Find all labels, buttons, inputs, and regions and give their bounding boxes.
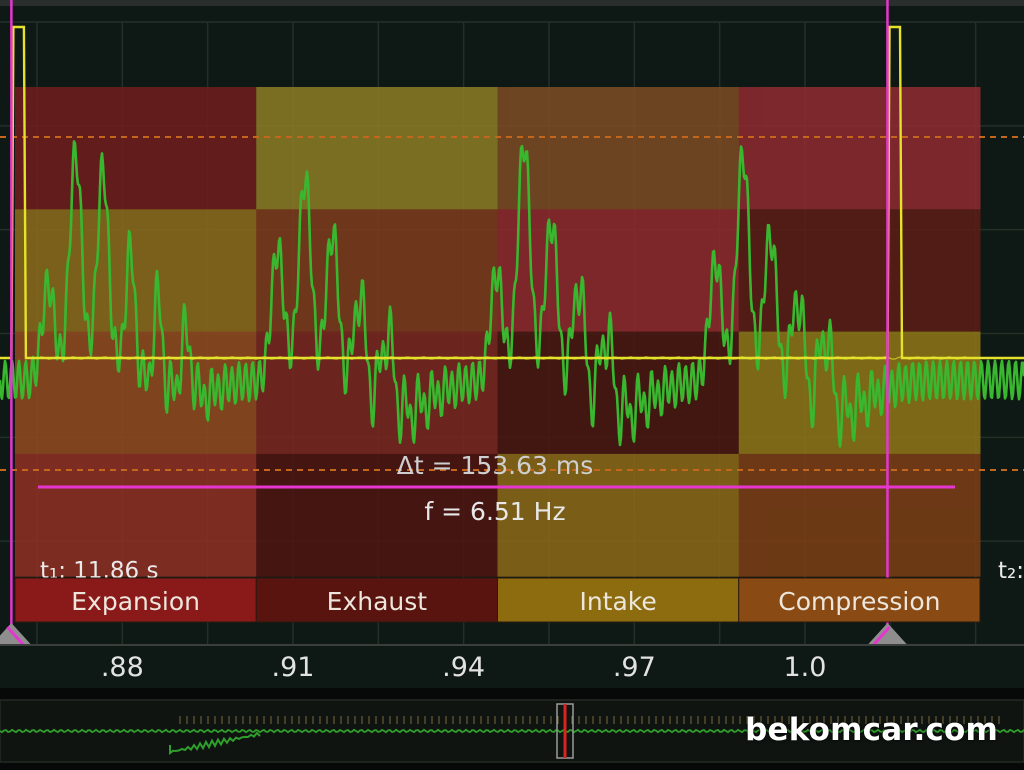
phase-label-cell	[14, 577, 257, 623]
phase-label: Intake	[579, 587, 656, 616]
phase-label-cell	[738, 577, 981, 623]
x-tick-label: .94	[442, 652, 485, 683]
top-border	[0, 0, 1024, 6]
phase-cell	[497, 209, 740, 333]
phase-label: Expansion	[71, 587, 200, 616]
x-tick-label: 1.0	[784, 652, 827, 683]
series-green-line	[0, 140, 1024, 448]
phase-label-cell	[497, 577, 740, 623]
phase-cell	[256, 209, 498, 333]
phase-cell	[15, 453, 257, 577]
phase-label: Exhaust	[327, 587, 428, 616]
x-tick-label: .88	[101, 652, 144, 683]
watermark: bekomcar.com	[745, 712, 998, 748]
phase-cell	[15, 87, 257, 210]
frequency-readout: f = 6.51 Hz	[424, 497, 565, 526]
phase-cell	[738, 87, 981, 210]
phase-label: Compression	[778, 587, 940, 616]
overview-ticks	[179, 716, 1000, 724]
phase-cell	[497, 87, 740, 210]
series-yellow-noise	[39, 356, 968, 360]
phase-cell	[256, 87, 498, 210]
x-tick-label: .91	[272, 652, 315, 683]
cursor-handle-accent	[6, 626, 25, 646]
delta-t-readout: Δt = 153.63 ms	[397, 451, 594, 480]
x-tick-label: .97	[613, 652, 656, 683]
phase-label-cell	[255, 577, 498, 623]
phase-cell	[738, 453, 981, 577]
phase-cell	[738, 209, 981, 333]
overview-trace	[0, 728, 1024, 734]
overview-trace-detail	[169, 731, 261, 755]
phase-cell	[256, 453, 498, 577]
t2-readout: t₂:	[998, 558, 1024, 584]
phase-cell	[497, 453, 740, 577]
cursor-handle-accent	[872, 626, 891, 646]
